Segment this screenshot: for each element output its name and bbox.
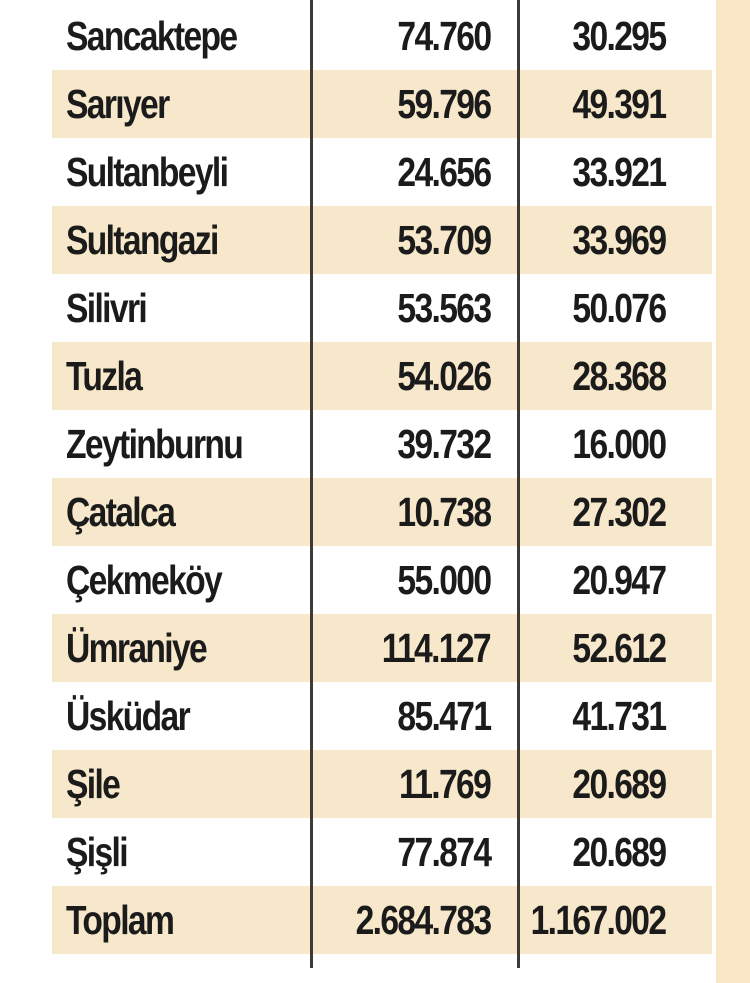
value-column-2: 52.612 <box>572 625 667 671</box>
value-column-1: 39.732 <box>397 421 492 467</box>
table-row: Sarıyer 59.796 49.391 <box>52 70 712 138</box>
total-label: Toplam <box>66 897 175 943</box>
value-column-2: 30.295 <box>572 13 667 59</box>
value-column-1: 53.563 <box>397 285 492 331</box>
value-column-1: 59.796 <box>397 81 492 127</box>
value-column-1: 11.769 <box>398 761 492 807</box>
value-column-2: 20.689 <box>572 829 667 875</box>
table-total-row: Toplam 2.684.783 1.167.002 <box>52 886 712 954</box>
value-column-1: 53.709 <box>397 217 492 263</box>
value-column-1: 10.738 <box>397 489 492 535</box>
district-name: Üsküdar <box>66 693 191 739</box>
total-value-column-2: 1.167.002 <box>530 897 666 943</box>
value-column-2: 41.731 <box>572 693 667 739</box>
table-row: Sancaktepe 74.760 30.295 <box>52 2 712 70</box>
column-divider <box>517 0 520 968</box>
value-column-2: 33.921 <box>572 149 667 195</box>
value-column-1: 24.656 <box>397 149 492 195</box>
district-name: Çekmeköy <box>66 557 223 603</box>
district-name: Sultangazi <box>66 217 219 263</box>
value-column-2: 49.391 <box>572 81 667 127</box>
value-column-2: 27.302 <box>572 489 667 535</box>
district-name: Sultanbeyli <box>66 149 229 195</box>
value-column-2: 33.969 <box>572 217 667 263</box>
value-column-2: 28.368 <box>572 353 667 399</box>
district-stats-table: Sancaktepe 74.760 30.295 Sarıyer 59.796 … <box>52 0 712 983</box>
total-value-column-1: 2.684.783 <box>355 897 491 943</box>
district-name: Çatalca <box>66 489 176 535</box>
value-column-1: 55.000 <box>397 557 492 603</box>
table-row: Tuzla 54.026 28.368 <box>52 342 712 410</box>
district-name: Şişli <box>66 829 129 875</box>
value-column-1: 74.760 <box>397 13 492 59</box>
value-column-1: 77.874 <box>397 829 492 875</box>
table-row: Şişli 77.874 20.689 <box>52 818 712 886</box>
district-name: Silivri <box>66 285 148 331</box>
page-edge-tint <box>716 0 750 983</box>
table-row: Sultangazi 53.709 33.969 <box>52 206 712 274</box>
table-row: Şile 11.769 20.689 <box>52 750 712 818</box>
value-column-1: 114.127 <box>381 625 492 671</box>
table-row: Silivri 53.563 50.076 <box>52 274 712 342</box>
value-column-2: 20.947 <box>572 557 667 603</box>
value-column-2: 50.076 <box>572 285 667 331</box>
district-name: Sarıyer <box>66 81 170 127</box>
table-row: Ümraniye 114.127 52.612 <box>52 614 712 682</box>
district-name: Ümraniye <box>66 625 208 671</box>
value-column-1: 85.471 <box>397 693 492 739</box>
value-column-1: 54.026 <box>397 353 492 399</box>
table-row: Çekmeköy 55.000 20.947 <box>52 546 712 614</box>
column-divider <box>310 0 313 968</box>
district-name: Şile <box>66 761 121 807</box>
table-row: Sultanbeyli 24.656 33.921 <box>52 138 712 206</box>
district-name: Tuzla <box>66 353 143 399</box>
district-name: Zeytinburnu <box>66 421 244 467</box>
value-column-2: 16.000 <box>572 421 667 467</box>
table-row: Üsküdar 85.471 41.731 <box>52 682 712 750</box>
district-name: Sancaktepe <box>66 13 238 59</box>
table-row: Zeytinburnu 39.732 16.000 <box>52 410 712 478</box>
table-row: Çatalca 10.738 27.302 <box>52 478 712 546</box>
value-column-2: 20.689 <box>572 761 667 807</box>
